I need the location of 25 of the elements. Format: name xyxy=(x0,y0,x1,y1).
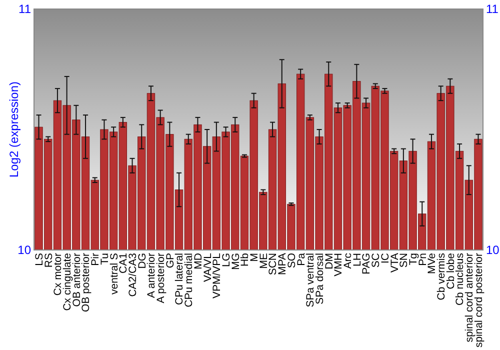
x-tick-label: DG xyxy=(136,253,148,269)
x-tick-label: VTA xyxy=(388,253,401,273)
x-tick-label: OB anterior xyxy=(70,252,83,307)
x-tick-label: Hb xyxy=(239,252,252,266)
x-tick-label: LS xyxy=(33,253,46,266)
x-tick-label: MVe xyxy=(426,252,438,274)
x-tick-label: PAG xyxy=(360,253,373,274)
x-tick-label: M xyxy=(248,253,260,262)
x-tick-label: GP xyxy=(164,253,176,268)
y-axis-title: Log2 (expression) xyxy=(7,81,21,178)
x-tick-label: RS xyxy=(42,253,55,268)
x-tick-label: VA/VL xyxy=(202,252,214,282)
x-tick-label: Cx cingulate xyxy=(61,252,74,311)
x-tick-label: DM xyxy=(323,253,336,270)
x-tick-label: ME xyxy=(258,253,270,269)
x-tick-label: Cb nucleus xyxy=(454,253,466,306)
x-tick-label: SPa dorsal xyxy=(314,253,326,304)
x-tick-label: ventral S xyxy=(108,253,120,294)
y2-tick-label: 10 xyxy=(486,243,500,258)
y2-tick-label: 11 xyxy=(486,2,499,16)
x-tick-label: Cb lobe xyxy=(444,252,457,290)
x-tick-label: SCN xyxy=(267,253,280,276)
x-tick-label: VMH xyxy=(332,253,345,276)
x-tick-label: Pa xyxy=(295,252,308,266)
x-tick-label: OB posterior xyxy=(80,252,92,312)
